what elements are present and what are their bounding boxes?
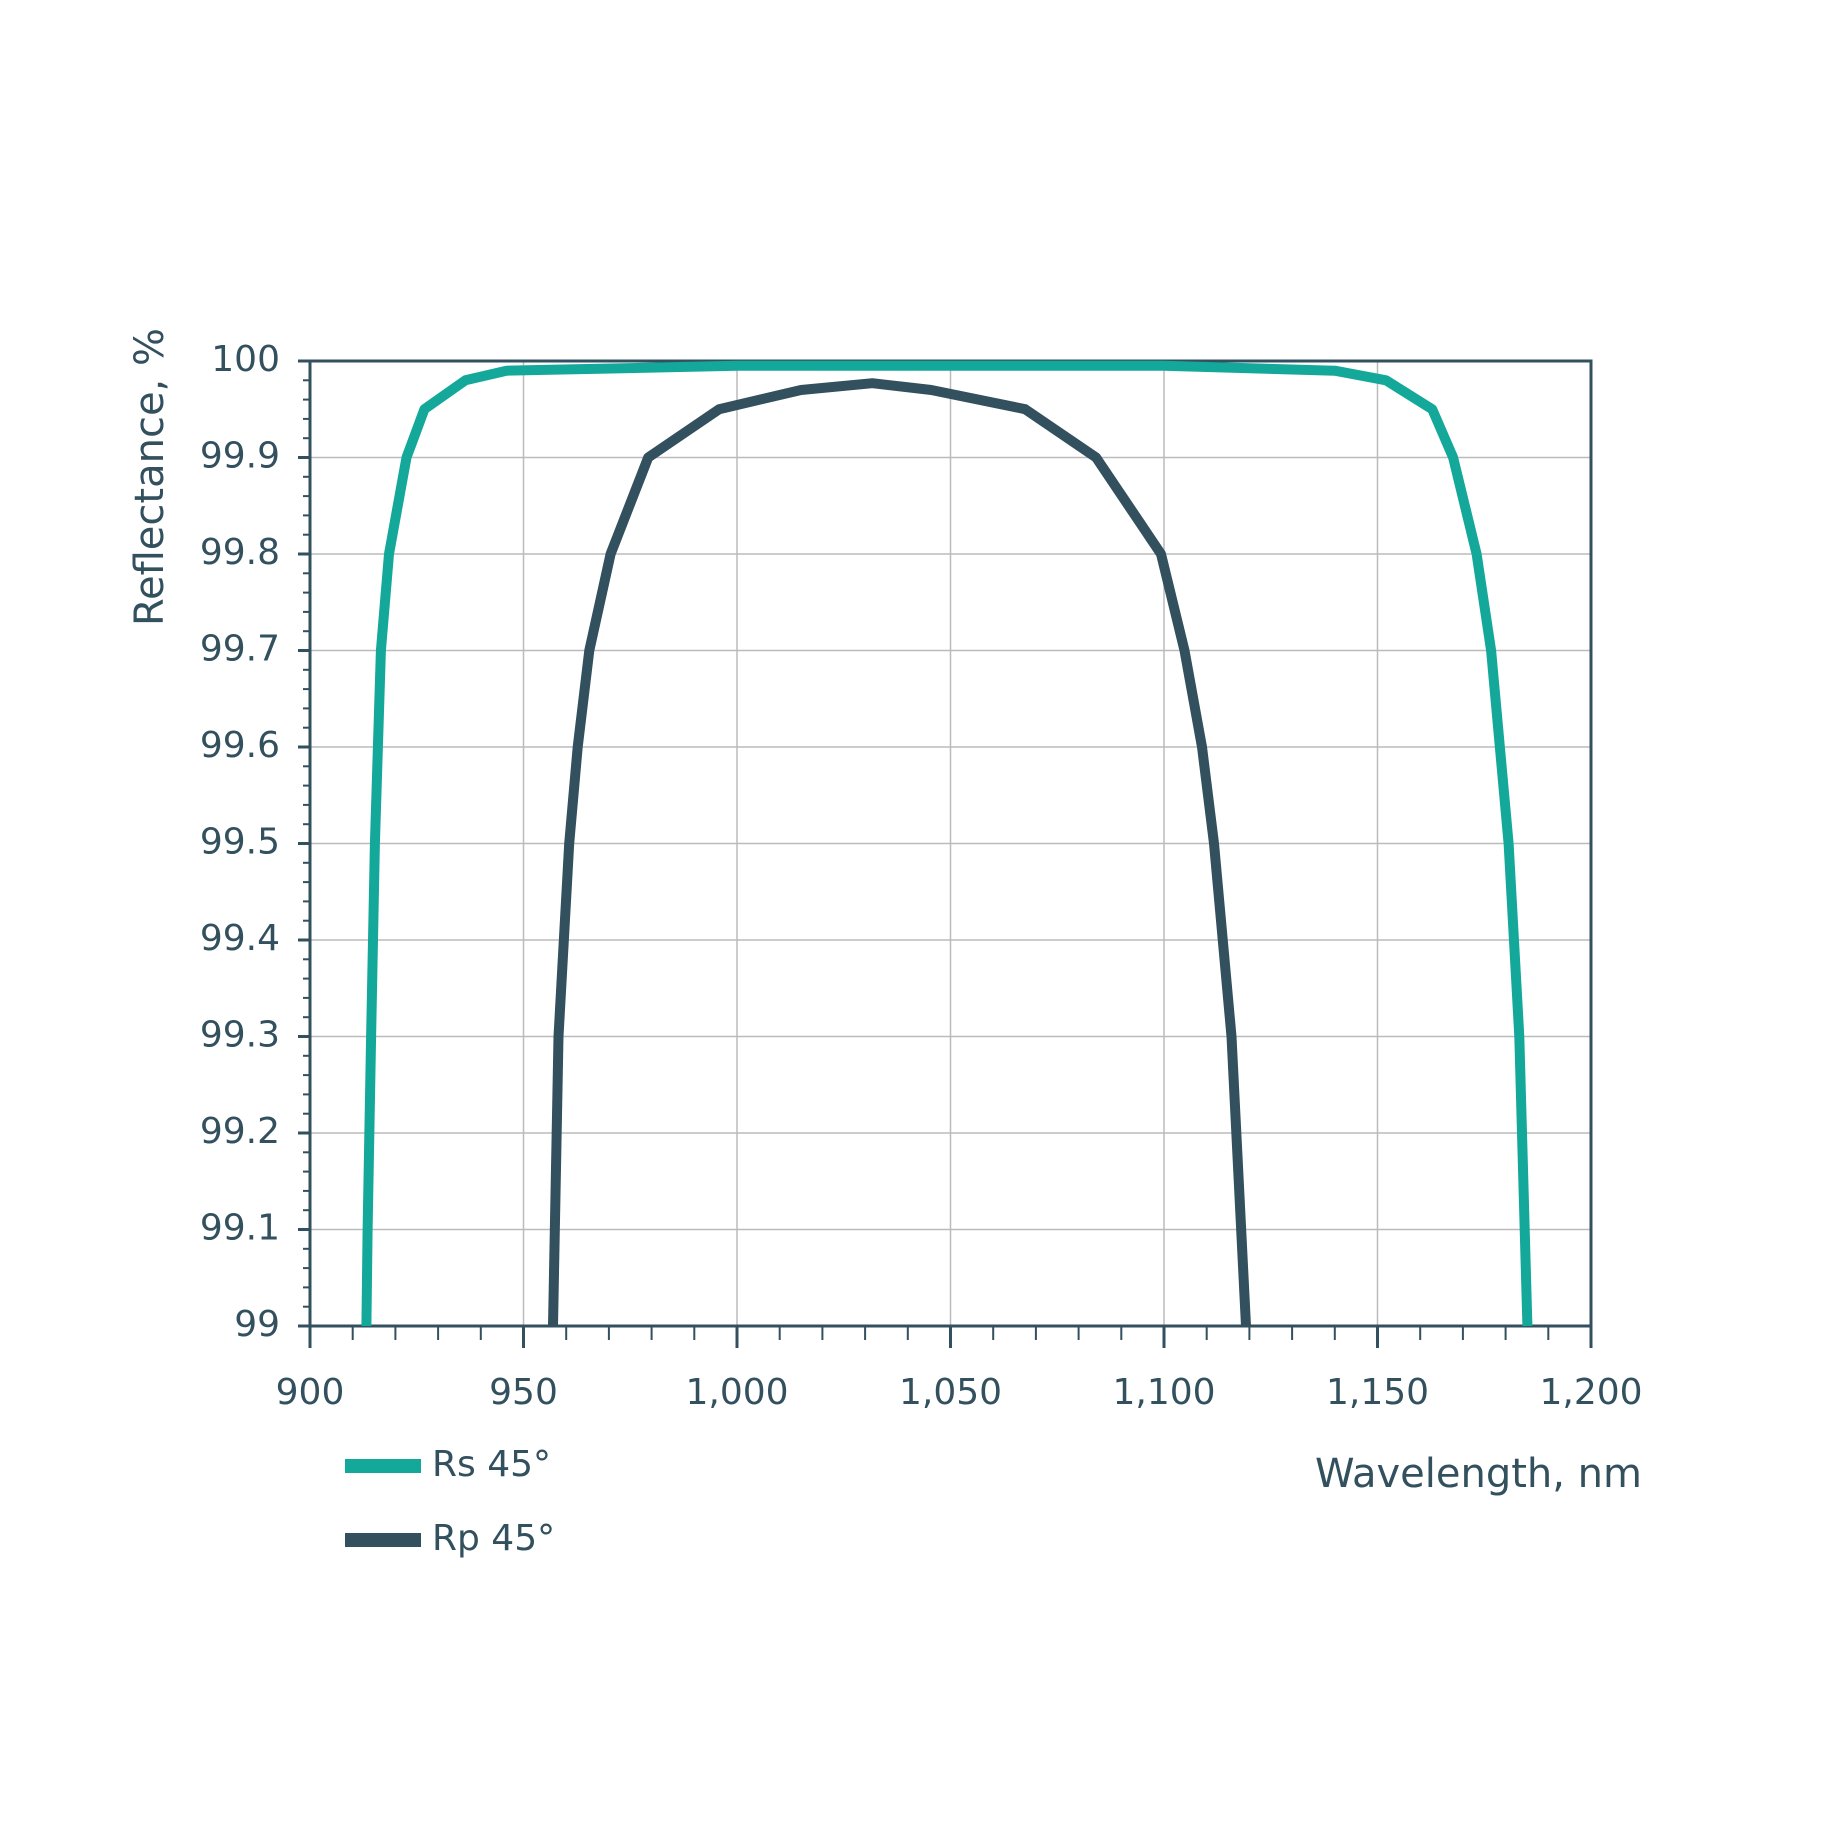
x-tick-label: 1,150 <box>1326 1372 1429 1413</box>
x-tick-label: 1,000 <box>685 1372 788 1413</box>
y-tick-label: 99.3 <box>200 1015 280 1056</box>
x-tick-label: 950 <box>489 1372 558 1413</box>
y-tick-label: 99.1 <box>200 1208 280 1249</box>
y-tick-label: 100 <box>211 339 280 380</box>
x-tick-label: 1,100 <box>1112 1372 1215 1413</box>
y-tick-label: 99.4 <box>200 918 280 959</box>
y-tick-label: 99.7 <box>200 629 280 670</box>
data-line <box>361 360 1533 1327</box>
legend-label: Rs 45° <box>432 1444 551 1485</box>
legend-label: Rp 45° <box>432 1518 555 1559</box>
x-tick-label: 1,200 <box>1539 1372 1642 1413</box>
y-tick-label: 99.9 <box>200 436 280 477</box>
y-tick-label: 99.6 <box>200 725 280 766</box>
y-axis-title: Reflectance, % <box>127 328 173 626</box>
x-tick-label: 900 <box>276 1372 345 1413</box>
x-axis-title: Wavelength, nm <box>1315 1451 1642 1497</box>
y-tick-label: 99.2 <box>200 1111 280 1152</box>
y-tick-label: 99.5 <box>200 822 280 863</box>
y-tick-label: 99.8 <box>200 532 280 573</box>
y-tick-label: 99 <box>234 1304 280 1345</box>
x-tick-label: 1,050 <box>899 1372 1002 1413</box>
data-line <box>548 378 1251 1327</box>
